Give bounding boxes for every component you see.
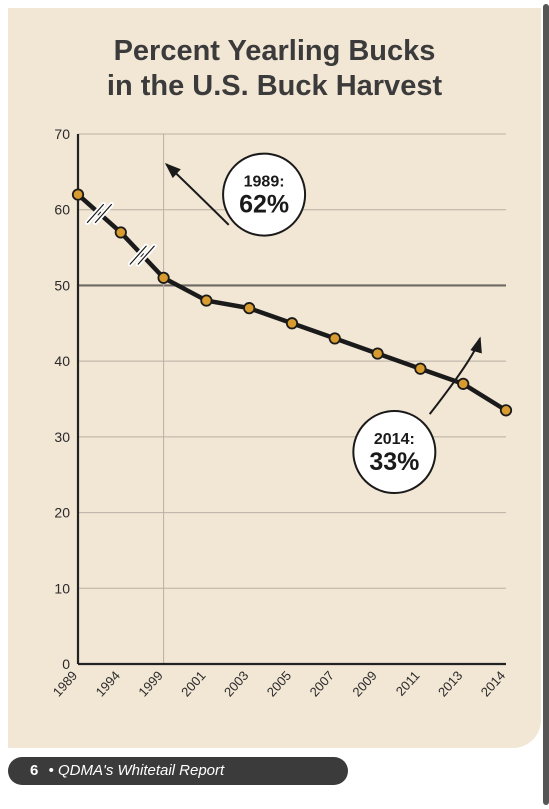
svg-text:10: 10 [54, 580, 70, 596]
svg-text:2007: 2007 [307, 668, 337, 700]
svg-text:2014:: 2014: [374, 431, 415, 448]
title-line-2: in the U.S. Buck Harvest [8, 69, 541, 104]
title-line-1: Percent Yearling Bucks [8, 34, 541, 69]
footer-separator: • [49, 762, 54, 779]
svg-text:1994: 1994 [93, 668, 123, 700]
line-chart-svg: 0102030405060701989199419992001200320052… [36, 126, 526, 726]
page-edge-shadow [543, 4, 549, 805]
svg-text:1989: 1989 [50, 668, 80, 700]
chart-panel: Percent Yearling Bucks in the U.S. Buck … [8, 8, 541, 748]
svg-text:2001: 2001 [178, 668, 208, 700]
svg-text:2014: 2014 [478, 668, 508, 700]
svg-text:50: 50 [54, 277, 70, 293]
footer-pill: 6 • QDMA's Whitetail Report [8, 757, 348, 785]
svg-text:20: 20 [54, 505, 70, 521]
svg-text:62%: 62% [239, 191, 289, 219]
svg-text:2013: 2013 [435, 668, 465, 700]
chart-title: Percent Yearling Bucks in the U.S. Buck … [8, 8, 541, 104]
svg-text:2009: 2009 [349, 668, 379, 700]
svg-text:40: 40 [54, 353, 70, 369]
footer-text: QDMA's Whitetail Report [58, 762, 224, 779]
svg-text:70: 70 [54, 126, 70, 142]
svg-text:1989:: 1989: [244, 174, 285, 191]
svg-text:2003: 2003 [221, 668, 251, 700]
svg-text:60: 60 [54, 202, 70, 218]
svg-text:1999: 1999 [135, 668, 165, 700]
svg-text:2005: 2005 [264, 668, 294, 700]
svg-text:33%: 33% [369, 448, 419, 476]
svg-text:2011: 2011 [393, 668, 423, 699]
footer-page-number: 6 [30, 762, 38, 779]
chart-area: 0102030405060701989199419992001200320052… [36, 126, 526, 726]
svg-text:30: 30 [54, 429, 70, 445]
